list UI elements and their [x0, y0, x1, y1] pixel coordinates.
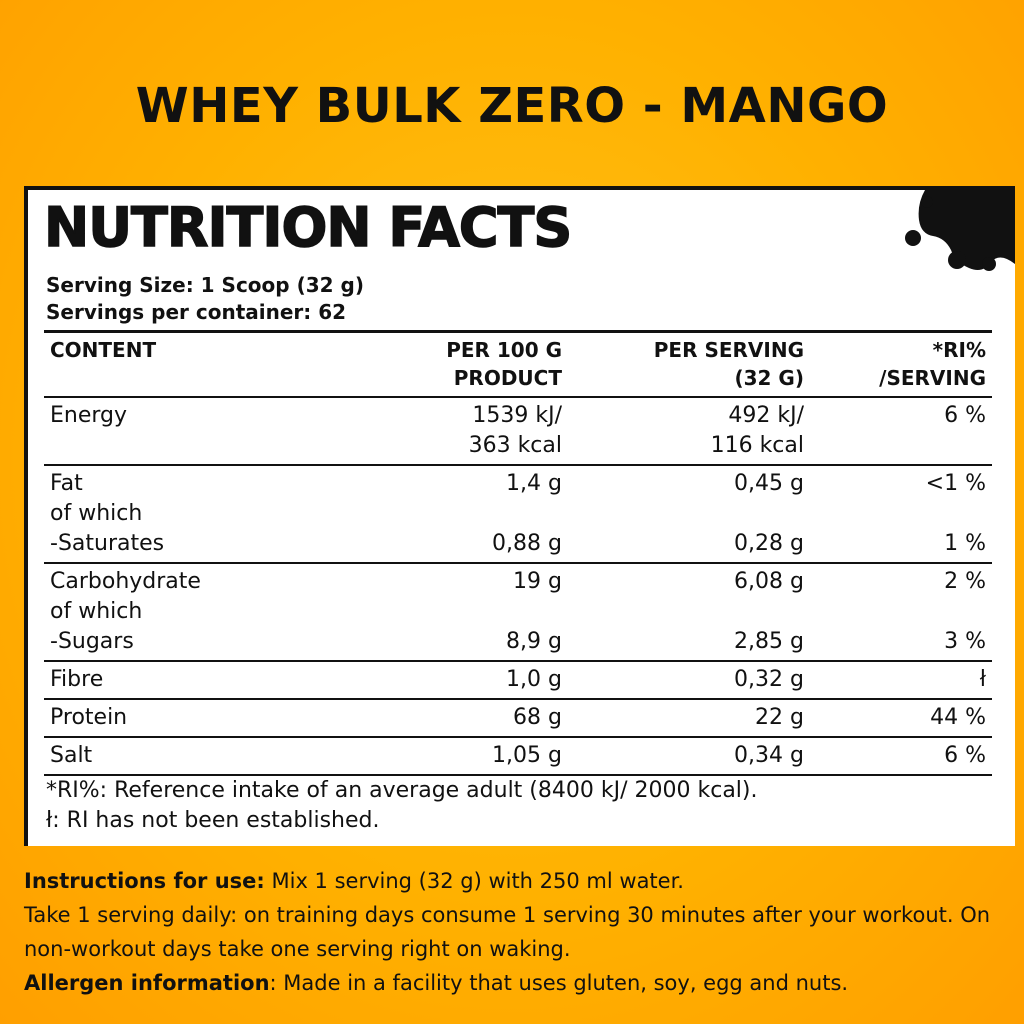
nutrient-name: Protein	[50, 705, 128, 730]
nutrition-panel: NUTRITION FACTS Serving Size: 1 Scoop (3…	[24, 186, 1015, 846]
nutrient-name: Energy	[50, 403, 128, 428]
instructions-line: Instructions for use: Mix 1 serving (32 …	[24, 864, 1004, 898]
ri-value: ł	[979, 667, 986, 692]
ri-value: 6 %	[944, 403, 986, 428]
perserving-value: 0,34 g	[734, 743, 804, 768]
per100-value: 1,4 g 0,88 g	[492, 471, 562, 556]
table-row-protein: Protein 68 g 22 g 44 %	[44, 699, 992, 737]
serving-info: Serving Size: 1 Scoop (32 g) Servings pe…	[46, 272, 364, 326]
nutrient-name: Fat of which -Saturates	[50, 471, 165, 556]
nutrient-name: Carbohydrate of which -Sugars	[50, 569, 201, 654]
nutrition-facts-heading: NUTRITION FACTS	[43, 195, 573, 260]
column-header-perserving: PER SERVING (32 G)	[568, 330, 810, 398]
blob-circles-icon	[905, 190, 1015, 271]
instructions-daily: Take 1 serving daily: on training days c…	[24, 903, 991, 961]
per100-value: 19 g 8,9 g	[506, 569, 562, 654]
table-header-row: CONTENT PER 100 G PRODUCT PER SERVING (32 …	[44, 330, 992, 398]
footnotes: *RI%: Reference intake of an average adu…	[46, 776, 758, 836]
ri-value: 2 % 3 %	[944, 569, 986, 654]
perserving-value: 6,08 g 2,85 g	[734, 569, 804, 654]
table-row-energy: Energy 1539 kJ/363 kcal 492 kJ/116 kcal …	[44, 397, 992, 465]
perserving-value: 22 g	[755, 705, 804, 730]
instructions-block: Instructions for use: Mix 1 serving (32 …	[24, 864, 1004, 1000]
instructions-text: Mix 1 serving (32 g) with 250 ml water.	[264, 869, 684, 893]
serving-size: Serving Size: 1 Scoop (32 g)	[46, 273, 364, 297]
ri-value: 6 %	[944, 743, 986, 768]
per100-value: 1539 kJ/363 kcal	[468, 403, 562, 458]
table-row-carbohydrate: Carbohydrate of which -Sugars 19 g 8,9 g 6…	[44, 563, 992, 661]
per100-value: 1,05 g	[492, 743, 562, 768]
table-row-salt: Salt 1,05 g 0,34 g 6 %	[44, 737, 992, 775]
footnote-not-established: ł: RI has not been established.	[46, 808, 380, 833]
allergen-text: : Made in a facility that uses gluten, s…	[269, 971, 849, 995]
table-row-fibre: Fibre 1,0 g 0,32 g ł	[44, 661, 992, 699]
nutrition-table: CONTENT PER 100 G PRODUCT PER SERVING (32 …	[44, 330, 992, 776]
instructions-label: Instructions for use:	[24, 869, 265, 893]
column-header-content: CONTENT	[44, 330, 386, 398]
nutrient-name: Salt	[50, 743, 93, 768]
perserving-value: 0,45 g 0,28 g	[734, 471, 804, 556]
footnote-ri: *RI%: Reference intake of an average adu…	[46, 778, 758, 803]
per100-value: 1,0 g	[506, 667, 562, 692]
table-row-fat: Fat of which -Saturates 1,4 g 0,88 g 0,45 …	[44, 465, 992, 563]
perserving-value: 0,32 g	[734, 667, 804, 692]
product-title: WHEY BULK ZERO - MANGO	[135, 78, 889, 134]
per100-value: 68 g	[513, 705, 562, 730]
perserving-value: 492 kJ/116 kcal	[710, 403, 804, 458]
servings-per-container: Servings per container: 62	[46, 300, 347, 324]
ri-value: 44 %	[930, 705, 986, 730]
column-header-ri: *RI%/SERVING	[810, 330, 992, 398]
allergen-line: Allergen information: Made in a facility…	[24, 966, 1004, 1000]
ri-value: <1 % 1 %	[925, 471, 986, 556]
nutrient-name: Fibre	[50, 667, 104, 692]
column-header-per100: PER 100 G PRODUCT	[386, 330, 568, 398]
allergen-label: Allergen information	[24, 971, 270, 995]
